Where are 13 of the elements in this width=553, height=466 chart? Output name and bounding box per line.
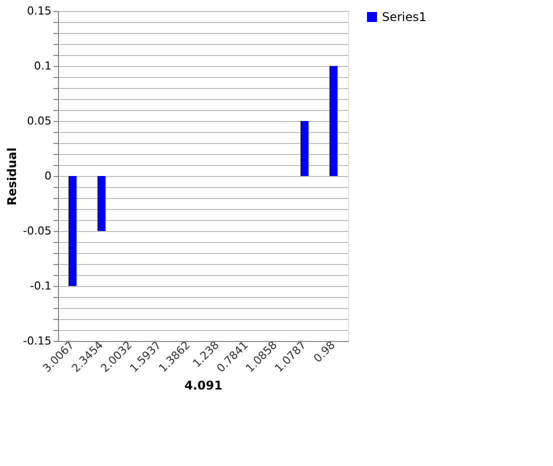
y-tick-label: 0.1 [34,60,52,72]
y-tick-label: -0.05 [23,224,52,238]
bar [68,176,76,286]
x-axis-title: 4.091 [184,378,222,392]
y-tick-label: -0.1 [30,280,52,292]
y-axis-title: Residual [5,148,20,206]
bar [300,121,308,176]
bar [330,66,338,176]
legend-label: Series1 [382,10,427,24]
y-tick-label: 0 [44,170,52,182]
y-tick-label: 0.15 [27,4,52,18]
bar [98,176,106,231]
y-tick-label: 0.05 [27,114,52,128]
